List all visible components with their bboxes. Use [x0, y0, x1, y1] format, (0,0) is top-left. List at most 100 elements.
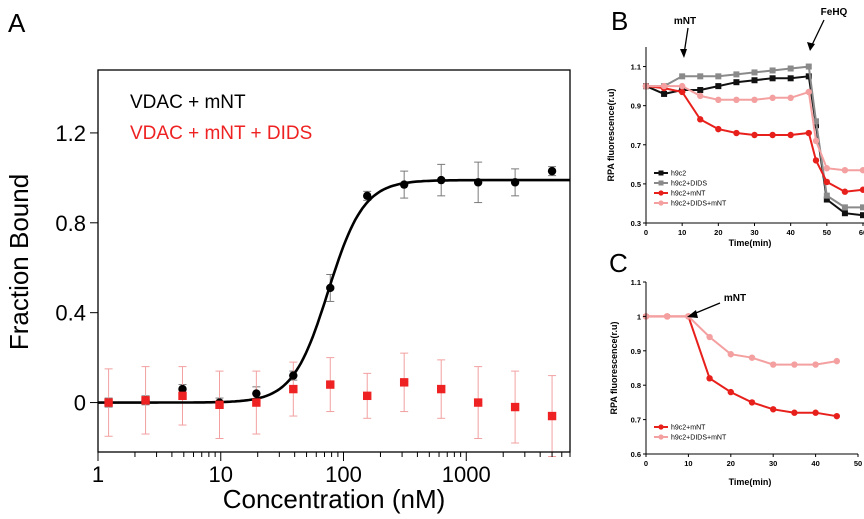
y-tick-label: 1.2 — [55, 121, 86, 146]
series-point — [664, 313, 671, 320]
series-point — [841, 167, 849, 174]
chart-c-annotation-mnt: mNT — [724, 293, 746, 304]
series-point — [697, 116, 704, 123]
series-point — [733, 79, 740, 86]
chart-c-legend: h9c2+mNT h9c2+DIDS+mNT — [654, 424, 727, 442]
series-point — [859, 186, 864, 193]
series-point — [787, 75, 794, 82]
chart-a-fit-curves — [98, 178, 570, 404]
legend-swatch-marker — [658, 180, 664, 186]
y-tick-label: 0.5 — [631, 180, 641, 189]
chart-b-series — [642, 63, 864, 219]
legend-label: h9c2+DIDS+mNT — [671, 201, 727, 208]
series-point — [812, 118, 819, 125]
series-point — [727, 388, 734, 396]
chart-c-mnt-arrowhead — [687, 310, 698, 318]
series-point — [860, 204, 864, 211]
y-tick-label: 1 — [637, 312, 641, 321]
x-tick-label: 50 — [823, 228, 831, 237]
series-point — [769, 94, 776, 102]
series-point — [833, 412, 840, 420]
data-point-vdac-mnt — [547, 166, 557, 176]
x-tick-label: 1 — [92, 462, 104, 487]
chart-a-ticks: 1 10 100 1000 0 0.4 0.8 1.2 — [55, 121, 571, 487]
series-point — [660, 82, 668, 90]
series-point — [715, 83, 722, 90]
series-point — [733, 96, 740, 104]
chart-b-x-axis-title: Time(min) — [729, 238, 772, 248]
series-point — [751, 69, 758, 76]
data-point-vdac-mnt-dids — [215, 400, 224, 410]
data-point-vdac-mnt — [399, 180, 409, 189]
legend-swatch-marker — [658, 200, 664, 206]
chart-b-fehq-arrowhead — [807, 42, 815, 51]
series-point — [706, 333, 713, 341]
series-point — [860, 212, 864, 219]
series-point — [751, 96, 758, 104]
series-point — [770, 361, 777, 368]
x-tick-label: 100 — [325, 462, 362, 487]
chart-a-error-bars — [104, 161, 557, 457]
chart-b-y-axis-title: RPA fluorescence(r.u) — [606, 88, 616, 181]
y-tick-label: 0 — [74, 391, 86, 416]
series-point — [805, 73, 812, 80]
data-point-vdac-mnt — [252, 389, 261, 398]
series-point — [679, 73, 686, 80]
series-line — [645, 85, 864, 193]
y-tick-label: 0.4 — [55, 301, 86, 326]
y-tick-label: 0.6 — [631, 450, 641, 459]
series-point — [769, 131, 776, 139]
x-tick-label: 60 — [859, 228, 864, 237]
series-point — [823, 192, 830, 199]
chart-a-legend-vdac-mnt-dids: VDAC + mNT + DIDS — [130, 123, 312, 144]
series-point — [697, 92, 704, 100]
y-tick-label: 0.3 — [631, 219, 641, 228]
data-point-vdac-mnt-dids — [473, 398, 483, 407]
series-point — [841, 204, 848, 211]
x-tick-label: 40 — [786, 228, 794, 237]
chart-a-x-axis-title: Concentration (nM) — [223, 484, 446, 514]
y-tick-label: 0.8 — [55, 211, 86, 236]
series-point — [812, 409, 819, 416]
series-point — [706, 375, 713, 382]
fit-curve — [98, 178, 570, 404]
series-point — [715, 96, 722, 104]
series-point — [823, 196, 830, 203]
chart-b-annotation-fehq: FeHQ — [821, 7, 848, 18]
legend-label: h9c2+DIDS — [671, 181, 707, 188]
data-point-vdac-mnt-dids — [252, 398, 261, 407]
data-point-vdac-mnt-dids — [104, 398, 113, 407]
data-point-vdac-mnt-dids — [141, 396, 150, 405]
data-point-vdac-mnt-dids — [363, 391, 372, 401]
chart-b-annotation-mnt: mNT — [674, 16, 696, 27]
data-point-vdac-mnt — [363, 191, 372, 201]
legend-label: h9c2+mNT — [671, 191, 706, 198]
x-tick-label: 10 — [678, 228, 686, 237]
series-point — [751, 77, 758, 84]
x-tick-label: 0 — [644, 228, 648, 237]
chart-c-ticks: 0 10 20 30 40 50 0.6 0.7 0.8 0.9 1 1.1 — [631, 278, 863, 468]
series-line — [646, 315, 837, 418]
data-point-vdac-mnt-dids — [178, 391, 187, 401]
series-point — [787, 131, 794, 139]
data-point-vdac-mnt — [437, 175, 446, 185]
series-point — [805, 63, 812, 70]
series-point — [678, 88, 686, 96]
legend-swatch-marker — [658, 424, 664, 430]
series-point — [727, 351, 734, 358]
panel-label-b: B — [611, 6, 628, 36]
data-point-vdac-mnt-dids — [399, 378, 409, 387]
data-point-vdac-mnt — [178, 384, 187, 394]
chart-b-ticks: 0 10 20 30 40 50 60 0.3 0.5 0.7 0.9 1.1 — [631, 63, 864, 237]
x-tick-label: 20 — [727, 459, 735, 468]
chart-a-plot-frame — [97, 69, 571, 453]
chart-c-x-axis-title: Time(min) — [729, 477, 772, 487]
y-tick-label: 0.9 — [631, 102, 641, 111]
series-point — [769, 75, 776, 82]
legend-label: h9c2+mNT — [671, 425, 706, 432]
series-point — [697, 73, 704, 80]
y-tick-label: 1.1 — [631, 278, 641, 287]
data-point-vdac-mnt-dids — [547, 411, 557, 421]
series-point — [715, 125, 722, 133]
series-point — [697, 87, 704, 94]
